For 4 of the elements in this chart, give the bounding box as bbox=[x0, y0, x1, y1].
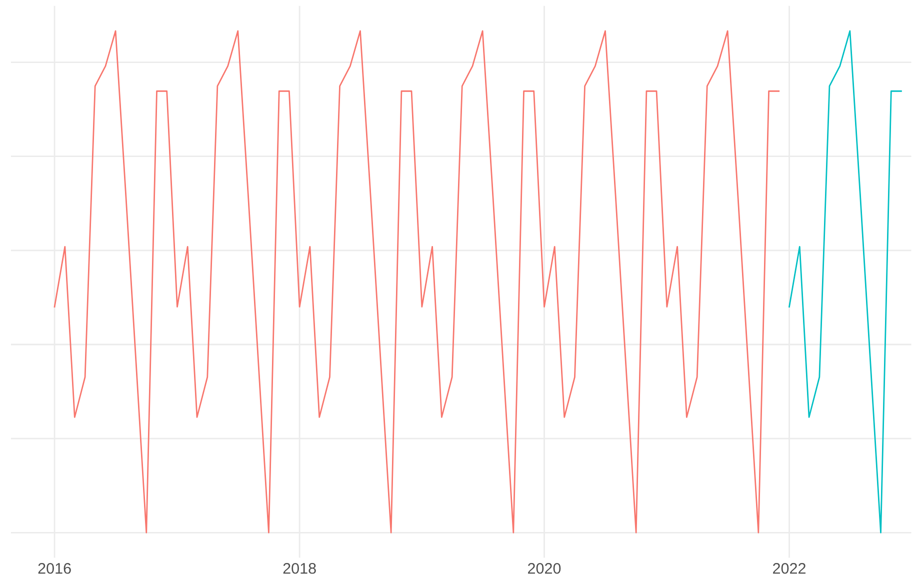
x-tick-label: 2022 bbox=[773, 562, 806, 574]
x-tick-label: 2016 bbox=[38, 562, 71, 574]
x-tick-label: 2018 bbox=[283, 562, 316, 574]
x-tick-label: 2020 bbox=[528, 562, 561, 574]
